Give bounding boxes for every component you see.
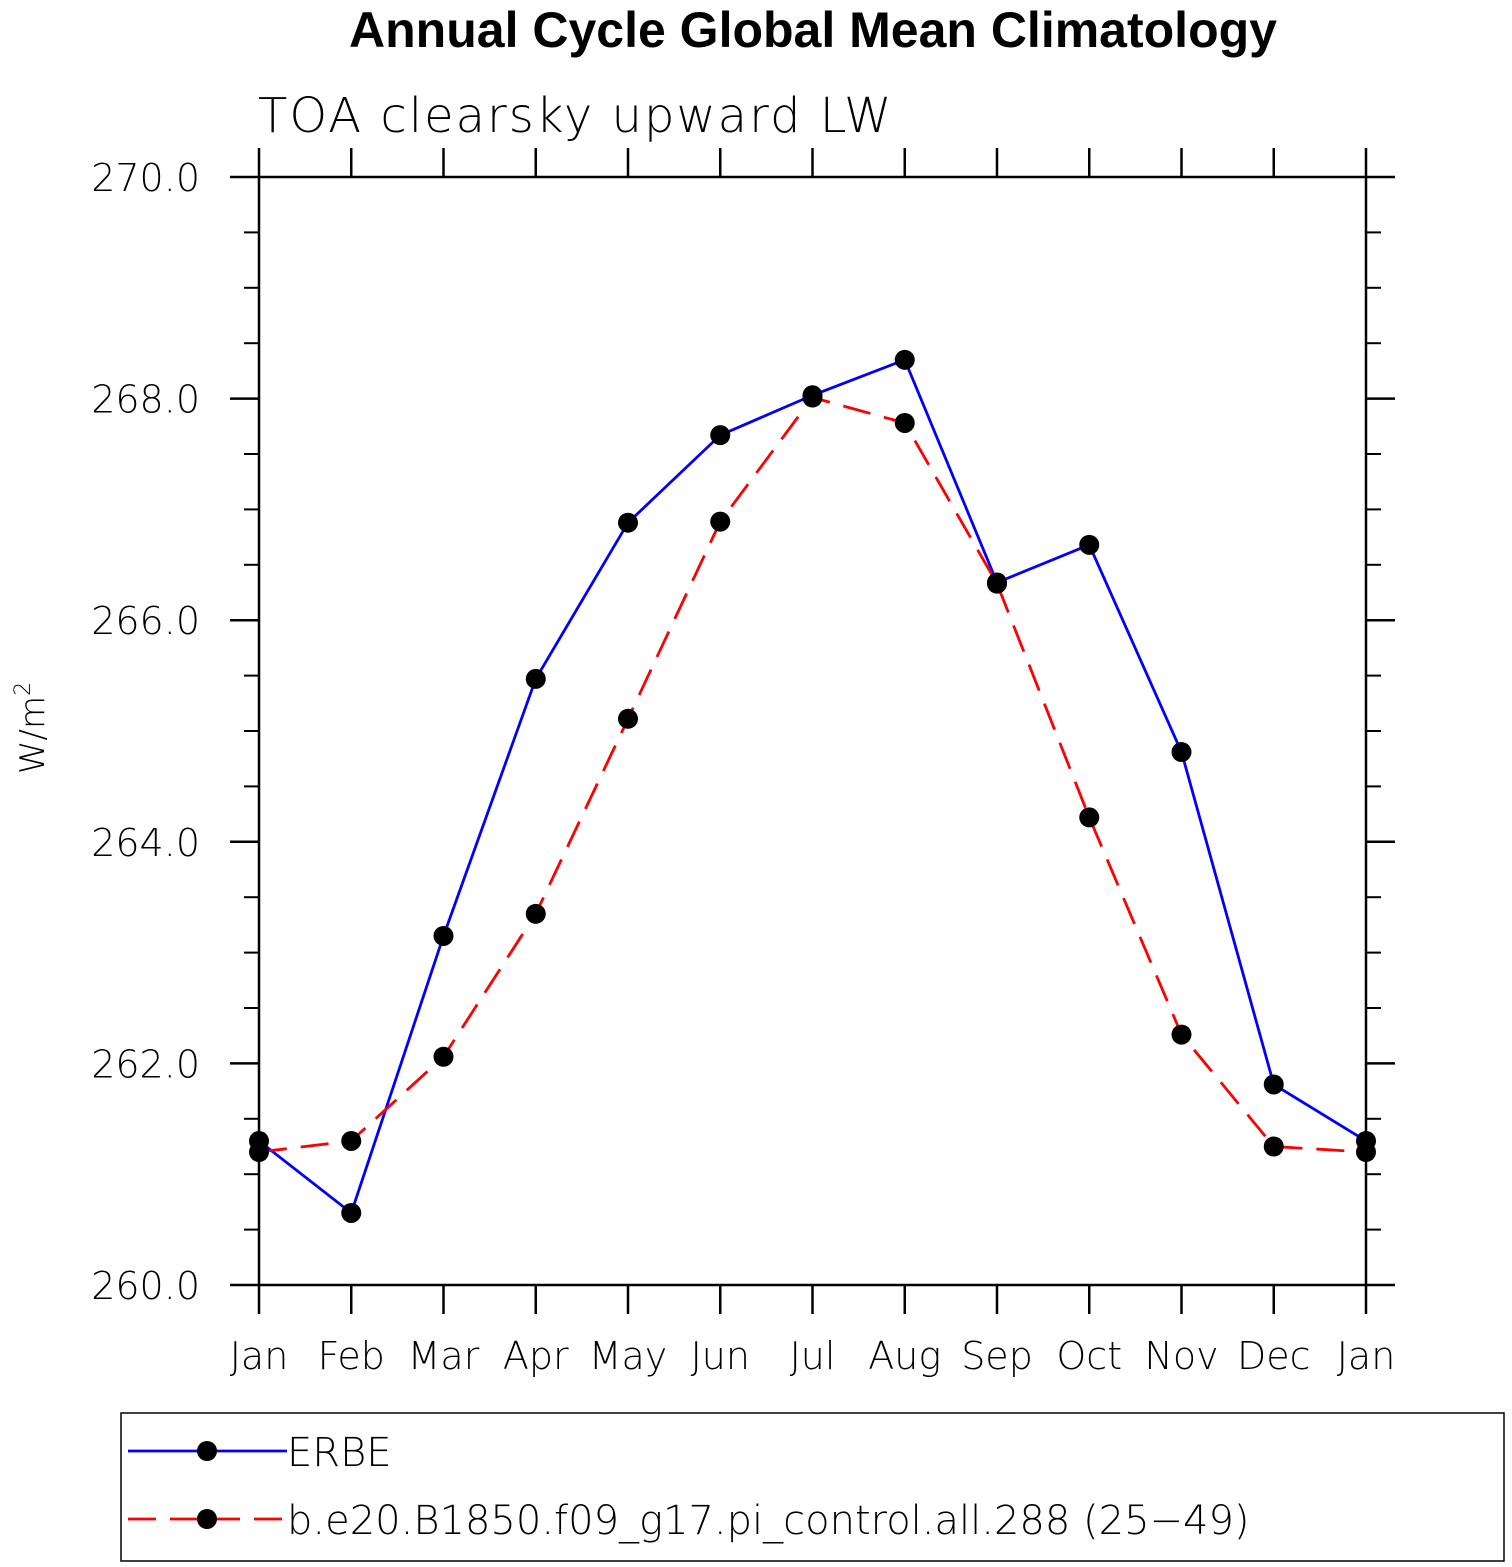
series-2-point [249, 1142, 269, 1163]
series-1-point [1079, 534, 1100, 555]
series-2-point [802, 387, 823, 408]
series-2-point [894, 412, 915, 433]
y-tick-label: 264.0 [91, 821, 200, 865]
series-1-point [710, 425, 731, 446]
plot-frame [257, 175, 1368, 1287]
series-2-point [1356, 1142, 1376, 1163]
series-2-point [1079, 807, 1100, 828]
series-line-2 [258, 395, 1367, 1154]
x-tick-label: Apr [503, 1334, 569, 1378]
y-tick-label: 266.0 [91, 599, 200, 643]
series-2-point [987, 573, 1007, 594]
x-tick-label: Jan [1337, 1334, 1396, 1378]
legend-label-1: ERBE [287, 1430, 392, 1476]
legend: ERBE b.e20.B1850.f09_g17.pi_control.all.2… [128, 1430, 1250, 1544]
x-tick-label: Mar [408, 1334, 480, 1378]
series-1-point [618, 512, 638, 533]
series-1-point [1263, 1074, 1284, 1095]
x-tick-label: Jun [691, 1334, 750, 1378]
series-2-point [618, 708, 638, 729]
series-2-point [525, 903, 546, 924]
chart-title: Annual Cycle Global Mean Climatology [349, 2, 1277, 58]
x-tick-label: Oct [1056, 1334, 1122, 1378]
svg-text:W/m2: W/m2 [11, 682, 53, 774]
legend-marker-1 [197, 1441, 217, 1461]
plot-series [249, 349, 1376, 1223]
y-tick-label: 260.0 [91, 1264, 200, 1308]
series-1-point [894, 349, 915, 370]
y-tick-label: 270.0 [91, 156, 200, 200]
series-line-1 [258, 358, 1367, 1216]
y-tick-label: 262.0 [91, 1042, 200, 1086]
series-1-point [433, 925, 454, 946]
x-tick-label: Jul [790, 1334, 836, 1378]
x-tick-label: May [589, 1334, 668, 1378]
x-tick-label: Nov [1144, 1334, 1218, 1378]
x-tick-label: Feb [318, 1334, 385, 1378]
legend-label-2: b.e20.B1850.f09_g17.pi_control.all.288 (… [287, 1498, 1250, 1544]
series-2-point [433, 1046, 454, 1067]
series-1-point [341, 1202, 362, 1223]
plot-axes: Jan Feb Mar Apr May Jun Jul Aug Sep Oct Nov Dec Jan 2… [91, 148, 1395, 1378]
legend-marker-2 [197, 1509, 217, 1529]
x-tick-label: Jan [230, 1334, 289, 1378]
y-axis-label-superscript: 2 [11, 682, 36, 696]
y-axis-label-base: W/m [13, 696, 53, 774]
x-tick-label: Dec [1237, 1334, 1311, 1378]
series-1-point [525, 668, 546, 689]
series-2-point [341, 1130, 362, 1151]
y-tick-label: 268.0 [91, 378, 200, 422]
series-1-point [1171, 742, 1192, 763]
chart-subtitle: TOA clearsky upward LW [258, 88, 894, 144]
x-tick-label: Aug [868, 1334, 941, 1378]
series-2-point [710, 511, 731, 532]
legend-box [120, 1412, 1505, 1562]
x-tick-label: Sep [961, 1334, 1033, 1378]
y-axis-label: W/m2 [11, 682, 53, 774]
series-2-point [1171, 1024, 1192, 1045]
series-2-point [1263, 1136, 1284, 1157]
